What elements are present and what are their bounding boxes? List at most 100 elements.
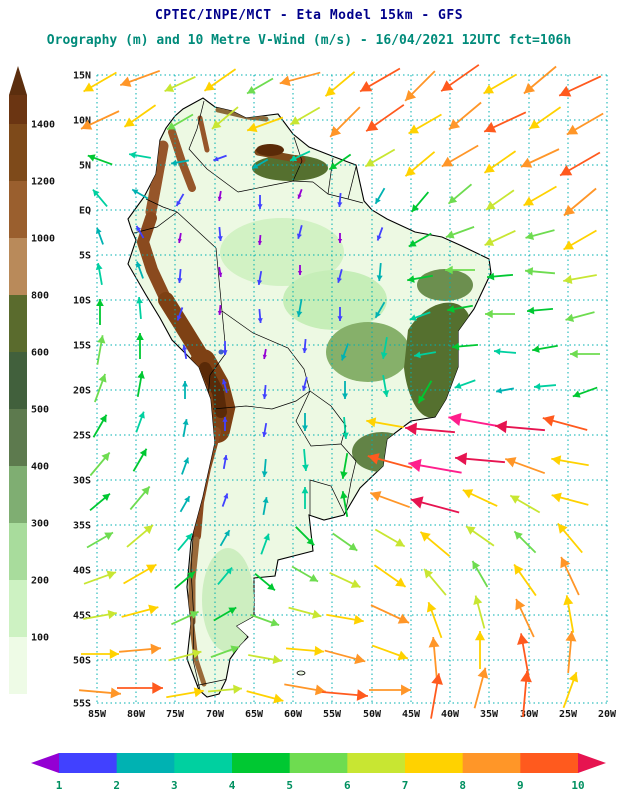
andes-south-chile bbox=[188, 536, 200, 626]
wind-arrow bbox=[170, 159, 190, 166]
wind-arrow bbox=[572, 386, 598, 398]
lon-label: 80W bbox=[127, 709, 146, 720]
wind-arrow bbox=[279, 71, 321, 87]
wind-arrow bbox=[374, 528, 406, 548]
wind-arrow bbox=[483, 150, 517, 174]
lon-label: 25W bbox=[559, 709, 578, 720]
wind-arrow bbox=[419, 531, 451, 557]
wind-arrow bbox=[222, 341, 228, 355]
wind-arrow bbox=[337, 192, 343, 208]
wind-arrow bbox=[340, 491, 349, 517]
wind-arrow bbox=[83, 71, 117, 93]
wind-arrow bbox=[404, 70, 436, 102]
wind-arrow bbox=[251, 158, 269, 170]
wind-arrow bbox=[520, 671, 532, 717]
wind-arrow bbox=[302, 413, 308, 431]
wind-arrow bbox=[542, 415, 588, 431]
wind-arrow bbox=[121, 604, 159, 618]
wind-arrow bbox=[342, 381, 348, 399]
lat-label: 30S bbox=[73, 476, 91, 487]
wind-arrow bbox=[342, 416, 349, 440]
wind-arrow bbox=[515, 598, 535, 638]
elevation-label: 100 bbox=[31, 633, 49, 644]
elevation-label: 1000 bbox=[31, 234, 55, 245]
wind-arrow bbox=[129, 151, 151, 159]
wind-arrow bbox=[517, 633, 530, 679]
elevation-color-segment bbox=[9, 637, 27, 694]
lat-label: 25S bbox=[73, 431, 91, 442]
chart-title: CPTEC/INPE/MCT - Eta Model 15km - GFS bbox=[154, 8, 464, 23]
wind-arrow bbox=[326, 613, 364, 625]
wind-arrow bbox=[474, 631, 486, 669]
chart-header: CPTEC/INPE/MCT - Eta Model 15km - GFS Or… bbox=[0, 0, 618, 48]
wind-arrow bbox=[257, 308, 263, 324]
wind-arrow bbox=[218, 266, 223, 278]
wind-vector-layer bbox=[79, 64, 604, 719]
wind-arrow bbox=[404, 151, 436, 177]
wind-arrow bbox=[135, 225, 145, 239]
wind-arrow bbox=[366, 417, 404, 429]
wind-arrow bbox=[337, 233, 343, 243]
wind-arrow bbox=[89, 451, 111, 477]
wind-arrow bbox=[217, 226, 223, 242]
wind-arrow bbox=[340, 343, 349, 361]
wind-arrow bbox=[217, 566, 233, 586]
wind-arrow bbox=[447, 183, 473, 205]
wind-arrow bbox=[135, 411, 145, 433]
windbar-label: 10 bbox=[571, 779, 584, 792]
lon-label: 45W bbox=[402, 709, 421, 720]
lat-label: EQ bbox=[79, 206, 91, 217]
orography-colorbar: 1400 1200 1000 800 600 500 400 300 200 100 bbox=[9, 66, 55, 694]
wind-arrow bbox=[83, 609, 117, 620]
wind-arrow bbox=[526, 306, 554, 315]
wind-arrow bbox=[80, 110, 120, 130]
wind-arrow bbox=[301, 487, 309, 509]
elevation-label: 1400 bbox=[31, 120, 55, 131]
wind-arrow bbox=[369, 491, 411, 509]
wind-arrow bbox=[285, 645, 325, 656]
wind-arrow bbox=[483, 111, 527, 133]
wind-arrow bbox=[365, 104, 405, 132]
wind-arrow bbox=[81, 648, 119, 660]
wind-arrow bbox=[484, 229, 516, 247]
wind-arrow bbox=[486, 272, 514, 281]
elevation-label: 600 bbox=[31, 348, 49, 359]
wind-arrow bbox=[359, 67, 401, 93]
wind-arrow bbox=[525, 229, 555, 240]
wind-arrow bbox=[284, 683, 326, 696]
wind-arrow bbox=[250, 614, 280, 627]
wind-arrow bbox=[332, 532, 358, 552]
elevation-color-segment bbox=[9, 580, 27, 637]
windbar-label: 3 bbox=[171, 779, 178, 792]
lon-label: 60W bbox=[284, 709, 303, 720]
wind-arrow bbox=[177, 532, 193, 552]
wind-arrow bbox=[324, 649, 366, 665]
lat-label: 5N bbox=[79, 161, 91, 172]
elevation-label: 300 bbox=[31, 519, 49, 530]
wind-arrow bbox=[504, 457, 546, 475]
wind-arrow bbox=[96, 335, 106, 365]
wind-arrow bbox=[89, 492, 111, 512]
lon-label: 75W bbox=[166, 709, 185, 720]
elevation-color-segment bbox=[9, 295, 27, 352]
wind-arrow bbox=[261, 458, 268, 478]
wind-arrow bbox=[217, 304, 223, 316]
wind-arrow bbox=[181, 457, 190, 475]
wind-arrow bbox=[374, 187, 386, 205]
wind-arrow bbox=[493, 348, 517, 355]
wind-arrow bbox=[410, 496, 460, 514]
lon-label: 50W bbox=[363, 709, 382, 720]
lat-label: 50S bbox=[73, 656, 91, 667]
elevation-color-segment bbox=[9, 523, 27, 580]
wind-arrow bbox=[562, 671, 579, 709]
lon-label: 55W bbox=[323, 709, 342, 720]
wind-arrow bbox=[370, 604, 410, 624]
elevation-color-segment bbox=[9, 124, 27, 181]
wind-arrow bbox=[364, 148, 396, 168]
wind-arrow bbox=[182, 381, 188, 399]
wind-arrow bbox=[445, 226, 475, 239]
wind-arrow bbox=[563, 595, 575, 633]
wind-arrow bbox=[217, 190, 222, 202]
wind-arrow bbox=[441, 144, 479, 168]
wind-arrow bbox=[563, 274, 597, 285]
